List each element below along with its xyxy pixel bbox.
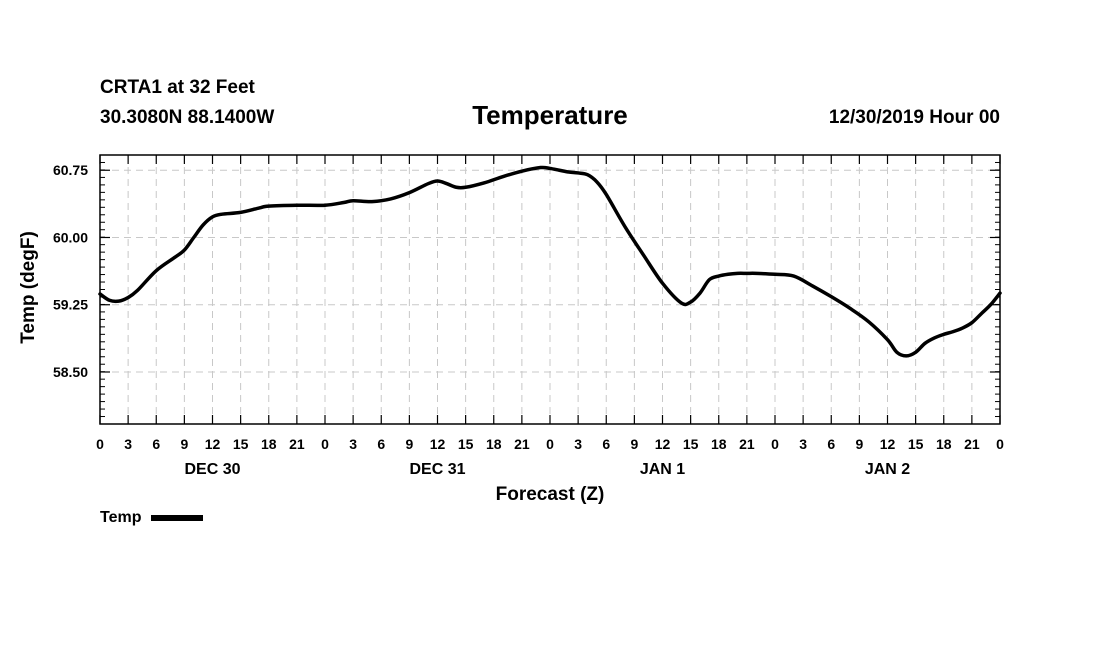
x-tick-label: 3	[349, 436, 357, 452]
x-tick-label: 6	[602, 436, 610, 452]
axis-labels: 0 3 6 9 12 15 18 21 0 3 6 9 12 15 18 21 0 3 6 9 12 15 18 21 0 3 6 9…	[53, 162, 1004, 478]
x-tick-label: 18	[711, 436, 727, 452]
x-tick-label: 21	[514, 436, 530, 452]
x-tick-label: 9	[630, 436, 638, 452]
x-tick-label: 3	[574, 436, 582, 452]
x-tick-label: 12	[205, 436, 221, 452]
x-tick-label: 15	[683, 436, 699, 452]
x-axis-label: Forecast (Z)	[496, 484, 605, 505]
x-tick-label: 0	[546, 436, 554, 452]
x-tick-label: 3	[799, 436, 807, 452]
legend: Temp	[100, 509, 204, 527]
x-day-label: DEC 31	[409, 461, 465, 478]
x-tick-label: 0	[996, 436, 1004, 452]
temp-series-line	[98, 165, 1002, 358]
x-tick-label: 9	[855, 436, 863, 452]
station-coordinates: 30.3080N 88.1400W	[100, 107, 275, 128]
x-tick-label: 6	[827, 436, 835, 452]
x-tick-label: 6	[377, 436, 385, 452]
legend-line-swatch	[151, 515, 204, 521]
y-tick-label: 60.75	[53, 162, 88, 178]
x-tick-label: 18	[936, 436, 952, 452]
x-tick-label: 0	[771, 436, 779, 452]
x-day-label: JAN 2	[865, 461, 910, 478]
y-tick-label: 59.25	[53, 297, 88, 313]
y-tick-label: 58.50	[53, 364, 88, 380]
x-tick-label: 18	[261, 436, 277, 452]
x-tick-label: 9	[405, 436, 413, 452]
station-name: CRTA1 at 32 Feet	[100, 77, 255, 98]
x-tick-label: 18	[486, 436, 502, 452]
x-tick-label: 12	[655, 436, 671, 452]
x-tick-label: 3	[124, 436, 132, 452]
x-day-label: DEC 30	[184, 461, 240, 478]
x-tick-label: 9	[180, 436, 188, 452]
x-tick-label: 12	[880, 436, 896, 452]
x-tick-label: 15	[233, 436, 249, 452]
x-tick-label: 15	[458, 436, 474, 452]
x-tick-label: 21	[964, 436, 980, 452]
plot-frame	[99, 154, 1001, 425]
forecast-datetime: 12/30/2019 Hour 00	[828, 107, 1000, 128]
x-tick-label: 0	[96, 436, 104, 452]
grid	[100, 155, 1000, 424]
x-tick-label: 15	[908, 436, 924, 452]
y-axis-label: Temp (degF)	[18, 231, 39, 344]
y-tick-label: 60.00	[53, 229, 88, 245]
x-day-label: JAN 1	[640, 461, 685, 478]
x-tick-label: 21	[739, 436, 755, 452]
x-tick-label: 6	[152, 436, 160, 452]
x-tick-label: 0	[321, 436, 329, 452]
legend-label: Temp	[100, 509, 142, 526]
x-tick-label: 21	[289, 436, 305, 452]
chart-title: Temperature	[472, 100, 628, 130]
x-tick-label: 12	[430, 436, 446, 452]
